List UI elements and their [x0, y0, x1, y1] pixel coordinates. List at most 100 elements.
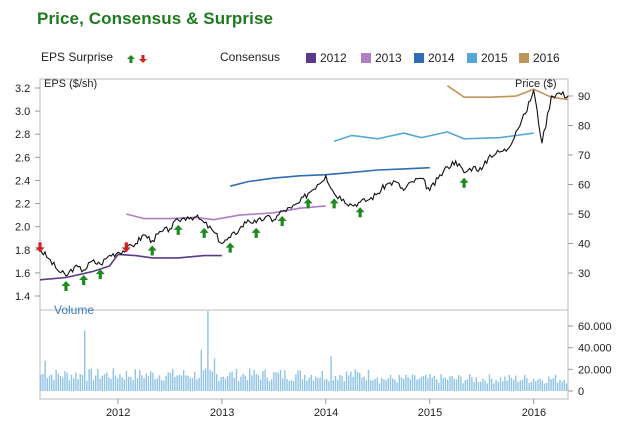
volume-bar: [497, 381, 499, 391]
surprise-up-marker: [61, 280, 71, 291]
volume-bar: [466, 379, 469, 391]
surprise-up-marker: [355, 207, 365, 218]
volume-bar: [433, 375, 436, 391]
volume-bar: [550, 379, 552, 391]
volume-bar: [279, 369, 282, 391]
left-tick-label: 3.0: [15, 106, 30, 118]
volume-bar: [253, 369, 255, 391]
volume-bar: [163, 380, 165, 391]
volume-bar: [304, 374, 306, 391]
volume-bar: [48, 375, 51, 391]
volume-bar: [488, 374, 491, 391]
volume-bar: [73, 378, 75, 391]
volume-bar: [125, 371, 128, 391]
volume-bar: [350, 371, 352, 391]
volume-bar: [310, 374, 312, 391]
volume-bar: [495, 379, 497, 391]
legend-swatch-2014: [414, 53, 424, 63]
volume-bar: [499, 377, 502, 391]
volume-bar: [211, 371, 213, 391]
volume-bar: [238, 381, 240, 391]
volume-bar: [284, 370, 286, 391]
volume-bar: [233, 377, 235, 391]
legend-eps-surprise: EPS Surprise: [41, 50, 113, 64]
volume-bar: [387, 378, 389, 391]
volume-bar: [378, 383, 381, 391]
volume-bar: [341, 375, 343, 391]
right-tick-label: 50: [578, 209, 590, 221]
volume-bar: [321, 370, 323, 391]
volume-bar: [367, 369, 370, 391]
left-tick-label: 1.4: [15, 291, 30, 303]
volume-bar: [330, 356, 332, 391]
volume-bar: [88, 369, 90, 391]
volume-bar: [249, 368, 251, 391]
volume-bar: [557, 382, 559, 391]
volume-bar: [227, 376, 229, 391]
volume-bar: [462, 383, 464, 391]
right-tick-label: 40: [578, 239, 590, 251]
volume-bar: [64, 371, 66, 391]
left-tick-label: 2.6: [15, 152, 30, 164]
volume-bar: [473, 382, 475, 391]
surprise-down-marker: [35, 242, 45, 253]
legend-label-2013: 2013: [375, 51, 402, 65]
volume-bar: [414, 375, 416, 391]
volume-bar: [84, 330, 86, 391]
volume-bar: [515, 375, 517, 391]
volume-bar: [301, 379, 304, 391]
volume-bar: [477, 382, 480, 391]
right-tick-label: 70: [578, 150, 590, 162]
volume-bar: [422, 376, 425, 391]
volume-bar: [356, 371, 359, 391]
volume-bar: [565, 383, 568, 391]
left-tick-label: 2.0: [15, 222, 30, 234]
volume-bar: [317, 378, 319, 391]
volume-bar: [306, 380, 308, 391]
volume-bar: [359, 372, 361, 391]
volume-bar: [150, 371, 152, 391]
volume-bar: [244, 375, 246, 391]
volume-bar: [70, 374, 73, 391]
volume-bar: [337, 379, 339, 391]
volume-bar: [561, 381, 563, 391]
volume-bar: [504, 376, 506, 391]
volume-bar: [101, 375, 103, 391]
volume-tick-label: 20.000: [578, 364, 612, 376]
volume-bar: [455, 379, 458, 391]
surprise-up-marker: [459, 177, 469, 188]
volume-bar: [535, 381, 537, 391]
volume-bar: [68, 380, 70, 391]
volume-bar: [334, 376, 337, 391]
volume-bar: [319, 377, 321, 391]
volume-bar: [506, 380, 508, 391]
volume-bar: [354, 369, 356, 391]
x-tick-label: 2015: [418, 407, 442, 419]
volume-bar: [438, 382, 440, 391]
volume-bar: [537, 379, 539, 391]
volume-bar: [255, 373, 257, 391]
volume-bar: [51, 374, 53, 391]
left-axis-label: EPS ($/sh): [44, 78, 97, 90]
volume-bar: [136, 378, 139, 391]
volume-bar: [396, 382, 398, 391]
left-tick-label: 2.4: [15, 175, 30, 187]
volume-bar: [77, 379, 79, 391]
volume-bar: [156, 378, 158, 391]
legend-label-2016: 2016: [533, 51, 560, 65]
x-tick-label: 2016: [522, 407, 546, 419]
volume-bar: [416, 379, 418, 391]
volume-bar: [112, 368, 114, 391]
volume-bar: [453, 378, 455, 391]
price-line: [39, 89, 569, 277]
legend-swatch-2015: [467, 53, 477, 63]
volume-bar: [339, 375, 341, 391]
volume-bar: [546, 383, 548, 391]
volume-bar: [81, 374, 84, 391]
volume-bar: [257, 375, 260, 391]
volume-bar: [418, 378, 420, 391]
volume-bar: [158, 375, 161, 391]
volume-bar: [97, 368, 99, 391]
volume-bar: [194, 371, 196, 391]
volume-bar: [119, 374, 121, 391]
